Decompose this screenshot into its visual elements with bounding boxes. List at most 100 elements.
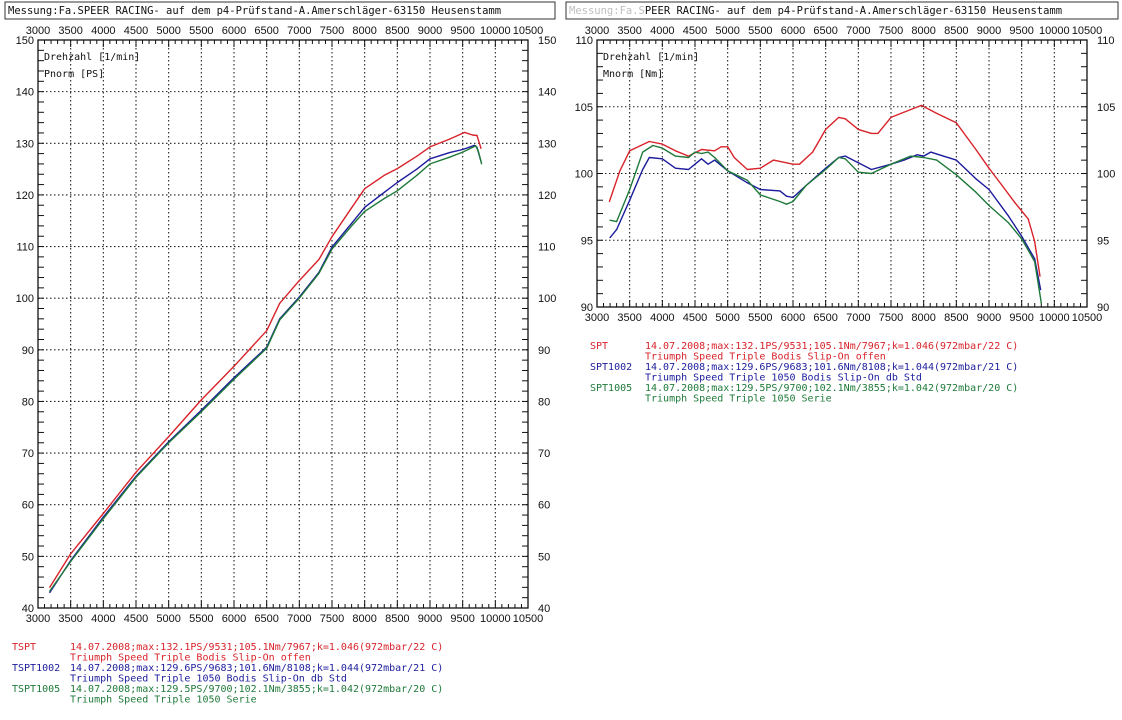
data-point bbox=[629, 150, 631, 152]
data-point bbox=[857, 128, 859, 131]
y-tick-label-right: 50 bbox=[538, 551, 550, 563]
x-tick-label-bottom: 5000 bbox=[715, 312, 739, 324]
data-point bbox=[1034, 258, 1036, 260]
data-point bbox=[233, 378, 235, 380]
y-tick-label-left: 90 bbox=[22, 345, 34, 357]
data-point bbox=[168, 435, 170, 438]
data-point bbox=[1001, 184, 1003, 187]
data-point bbox=[416, 168, 418, 170]
data-point bbox=[642, 168, 644, 171]
data-point bbox=[383, 191, 385, 193]
data-point bbox=[462, 148, 464, 151]
legend-description: Triumph Speed Triple Bodis Slip-On offen bbox=[70, 653, 311, 664]
data-point bbox=[920, 104, 923, 107]
data-point bbox=[910, 155, 912, 157]
data-point bbox=[779, 200, 781, 203]
data-point bbox=[844, 158, 846, 160]
legend-info: 14.07.2008;max:129.6PS/9683;101.6Nm/8108… bbox=[645, 362, 1018, 373]
x-tick-label-bottom: 5500 bbox=[189, 613, 213, 625]
data-point bbox=[988, 204, 990, 207]
data-point bbox=[481, 163, 483, 165]
legend-info: 14.07.2008;max:129.6PS/9683;101.6Nm/8108… bbox=[70, 663, 443, 674]
x-axis-label: Drehzahl [1/min] bbox=[44, 52, 140, 63]
data-point bbox=[772, 159, 775, 161]
data-point bbox=[792, 163, 794, 165]
y-tick-label-right: 110 bbox=[538, 242, 556, 254]
x-tick-label-top: 9000 bbox=[418, 25, 442, 37]
y-tick-label-left: 90 bbox=[581, 302, 593, 314]
data-point bbox=[449, 151, 451, 154]
series-line bbox=[49, 145, 483, 592]
data-point bbox=[674, 150, 677, 152]
data-point bbox=[609, 219, 611, 221]
data-point bbox=[351, 225, 353, 227]
x-tick-label-top: 3000 bbox=[26, 25, 50, 37]
data-point bbox=[877, 132, 879, 135]
data-point bbox=[629, 188, 631, 191]
x-axis-label: Drehzahl [1/min] bbox=[603, 52, 699, 63]
data-point bbox=[746, 182, 748, 184]
x-tick-label-bottom: 8500 bbox=[944, 312, 968, 324]
data-point bbox=[648, 140, 650, 143]
data-point bbox=[700, 158, 703, 160]
torque-chart: Messung:Fa.SPEER RACING- auf dem p4-Prüf… bbox=[565, 1, 1119, 405]
data-point bbox=[687, 156, 690, 159]
data-point bbox=[792, 200, 794, 203]
x-tick-label-bottom: 3000 bbox=[26, 613, 50, 625]
data-point bbox=[714, 156, 716, 159]
x-tick-label-top: 5500 bbox=[748, 25, 772, 37]
data-point bbox=[642, 151, 644, 153]
data-point bbox=[351, 207, 353, 209]
series-tspt bbox=[49, 131, 482, 588]
data-point bbox=[759, 167, 761, 169]
data-point bbox=[857, 171, 859, 173]
data-point bbox=[396, 181, 398, 184]
data-point bbox=[805, 184, 807, 187]
data-point bbox=[49, 590, 51, 592]
x-tick-label-top: 9500 bbox=[450, 25, 474, 37]
data-point bbox=[661, 147, 663, 149]
data-point bbox=[785, 195, 788, 197]
y-tick-label-left: 40 bbox=[22, 603, 34, 615]
x-tick-label-bottom: 7000 bbox=[846, 312, 870, 324]
data-point bbox=[779, 190, 781, 192]
data-point bbox=[480, 147, 482, 150]
y-tick-label-left: 95 bbox=[581, 235, 593, 247]
data-point bbox=[694, 151, 696, 153]
data-point bbox=[429, 158, 431, 160]
x-tick-label-top: 3000 bbox=[585, 25, 609, 37]
x-tick-label-bottom: 7000 bbox=[287, 613, 311, 625]
x-tick-label-bottom: 3000 bbox=[585, 312, 609, 324]
y-tick-label-left: 60 bbox=[22, 500, 34, 512]
data-point bbox=[168, 442, 170, 444]
title-smudge bbox=[567, 3, 645, 18]
x-tick-label-top: 3500 bbox=[617, 25, 641, 37]
data-point bbox=[619, 170, 621, 172]
data-point bbox=[629, 199, 631, 201]
data-point bbox=[746, 179, 748, 181]
series-spt bbox=[608, 104, 1041, 277]
data-point bbox=[383, 197, 385, 200]
data-point bbox=[416, 155, 418, 157]
x-tick-label-top: 10000 bbox=[480, 25, 511, 37]
data-point bbox=[759, 188, 761, 191]
data-point bbox=[825, 128, 827, 131]
data-point bbox=[1040, 289, 1042, 291]
x-tick-label-top: 10500 bbox=[1072, 25, 1103, 37]
data-point bbox=[700, 148, 703, 151]
y-axis-label: Pnorm [PS] bbox=[44, 69, 104, 80]
data-point bbox=[975, 148, 977, 151]
legend-name: SPT1002 bbox=[590, 362, 632, 373]
data-point bbox=[759, 194, 761, 196]
data-point bbox=[135, 476, 137, 478]
y-tick-label-left: 50 bbox=[22, 551, 34, 563]
data-point bbox=[857, 162, 859, 164]
data-point bbox=[266, 330, 268, 332]
x-tick-label-top: 6500 bbox=[813, 25, 837, 37]
data-point bbox=[331, 236, 333, 238]
data-point bbox=[396, 190, 398, 192]
y-tick-label-right: 70 bbox=[538, 448, 550, 460]
legend-description: Triumph Speed Triple 1050 Serie bbox=[70, 695, 257, 706]
data-point bbox=[70, 560, 72, 563]
